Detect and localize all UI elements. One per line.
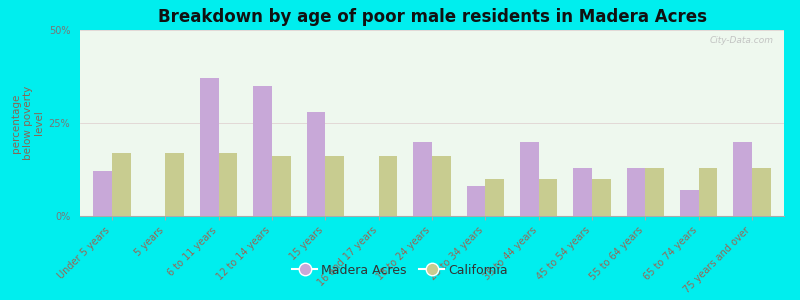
Bar bbox=[218, 153, 238, 216]
Bar bbox=[378, 157, 398, 216]
Bar bbox=[520, 142, 538, 216]
Y-axis label: percentage
below poverty
level: percentage below poverty level bbox=[11, 86, 45, 160]
Bar bbox=[254, 86, 272, 216]
Bar bbox=[752, 168, 770, 216]
Bar bbox=[414, 142, 432, 216]
Bar bbox=[432, 157, 450, 216]
Bar bbox=[166, 153, 184, 216]
Legend: Madera Acres, California: Madera Acres, California bbox=[287, 259, 513, 282]
Bar bbox=[200, 78, 218, 216]
Bar bbox=[326, 157, 344, 216]
Title: Breakdown by age of poor male residents in Madera Acres: Breakdown by age of poor male residents … bbox=[158, 8, 706, 26]
Bar bbox=[626, 168, 646, 216]
Text: City-Data.com: City-Data.com bbox=[710, 36, 774, 45]
Bar bbox=[538, 179, 558, 216]
Bar bbox=[486, 179, 504, 216]
Bar bbox=[112, 153, 130, 216]
Bar bbox=[272, 157, 290, 216]
Bar bbox=[698, 168, 718, 216]
Bar bbox=[734, 142, 752, 216]
Bar bbox=[94, 171, 112, 216]
Bar bbox=[680, 190, 698, 216]
Bar bbox=[592, 179, 610, 216]
Bar bbox=[306, 112, 326, 216]
Bar bbox=[646, 168, 664, 216]
Bar bbox=[466, 186, 486, 216]
Bar bbox=[574, 168, 592, 216]
